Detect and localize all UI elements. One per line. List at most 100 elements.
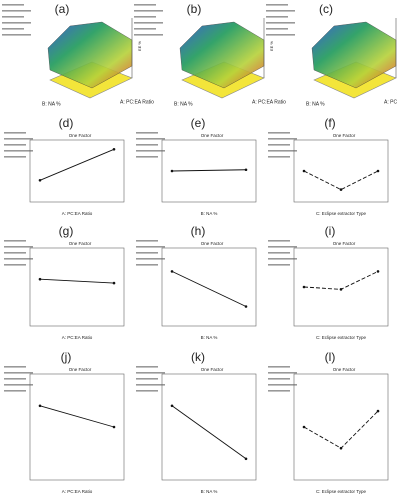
line — [171, 405, 247, 460]
legend-text — [134, 10, 163, 12]
legend-text — [268, 150, 297, 152]
legend-text — [136, 258, 165, 260]
legend-text — [268, 138, 297, 140]
legend-text — [268, 156, 290, 158]
point — [112, 281, 116, 285]
chart-title: One Factor — [333, 241, 356, 246]
point — [244, 168, 248, 172]
chart-title: One Factor — [201, 367, 224, 372]
point — [170, 169, 174, 173]
z-axis-label: EE % — [137, 41, 142, 51]
legend-text — [136, 132, 158, 134]
point — [38, 179, 42, 182]
chart-title: One Factor — [333, 367, 356, 372]
plot-frame — [161, 373, 257, 481]
line — [171, 270, 247, 307]
legend-text — [2, 34, 31, 36]
panel-label: (g) — [59, 224, 74, 238]
plot-frame — [161, 139, 257, 203]
legend-text — [4, 138, 33, 140]
point — [376, 409, 380, 413]
legend-text — [4, 156, 26, 158]
legend-text — [136, 252, 158, 254]
line — [39, 405, 115, 428]
plot-frame — [293, 373, 389, 481]
x-axis-label: A: PC:EA Ratio — [62, 489, 93, 494]
x-axis-label: A: PC:EA Ratio — [62, 335, 93, 340]
point — [112, 148, 116, 151]
legend-text — [4, 264, 26, 266]
legend-text — [4, 390, 26, 392]
y-axis-label: B: NA % — [306, 101, 325, 107]
legend-text — [268, 246, 297, 248]
legend-text — [134, 34, 163, 36]
legend-text — [4, 132, 26, 134]
x-axis-label: C: Eclipse extractor Type — [316, 335, 366, 340]
legend-text — [2, 4, 24, 6]
x-axis-label: A: PC:EA Ratio — [384, 99, 397, 105]
point — [302, 425, 306, 429]
x-axis-label: B: NA % — [201, 489, 218, 494]
y-axis-label: B: NA % — [174, 101, 193, 107]
x-axis-label: C: Eclipse extractor Type — [316, 211, 366, 216]
legend-text — [4, 366, 26, 368]
legend-text — [136, 144, 158, 146]
legend-text — [2, 10, 31, 12]
legend-text — [134, 28, 156, 30]
legend-text — [268, 132, 290, 134]
legend-text — [136, 384, 165, 386]
panel-label: (i) — [325, 224, 336, 238]
chart-title: One Factor — [69, 241, 92, 246]
x-axis-label: B: NA % — [201, 335, 218, 340]
point — [170, 270, 174, 273]
legend-text — [136, 378, 158, 380]
chart-title: One Factor — [69, 367, 92, 372]
legend-text — [136, 372, 165, 374]
legend-text — [266, 34, 295, 36]
legend-text — [4, 252, 26, 254]
panel-label: (k) — [191, 350, 205, 364]
legend-text — [134, 22, 163, 24]
panel-label: (l) — [325, 350, 336, 364]
legend-text — [266, 16, 288, 18]
point — [339, 188, 343, 191]
x-axis-label: C: Eclipse extractor Type — [316, 489, 366, 494]
legend-text — [268, 264, 290, 266]
panel-label: (e) — [191, 116, 206, 130]
legend-text — [268, 366, 290, 368]
legend-text — [268, 258, 297, 260]
legend-text — [4, 240, 26, 242]
panel-label: (f) — [324, 116, 335, 130]
point — [170, 404, 174, 408]
legend-text — [4, 246, 33, 248]
plot-frame — [161, 247, 257, 327]
plot-frame — [293, 247, 389, 327]
legend-text — [266, 4, 288, 6]
legend-text — [136, 390, 158, 392]
panel-label: (d) — [59, 116, 74, 130]
legend-text — [4, 258, 33, 260]
x-axis-label: A: PC:EA Ratio — [120, 99, 154, 105]
x-axis-label: B: NA % — [201, 211, 218, 216]
legend-text — [136, 240, 158, 242]
point — [302, 169, 306, 173]
panel-label: (h) — [191, 224, 206, 238]
chart-title: One Factor — [201, 241, 224, 246]
legend-text — [134, 4, 156, 6]
line — [171, 169, 247, 172]
legend-text — [4, 144, 26, 146]
line — [39, 148, 115, 181]
legend-text — [266, 22, 295, 24]
legend-text — [2, 22, 31, 24]
point — [376, 270, 380, 273]
point — [244, 457, 248, 461]
plot-frame — [29, 247, 125, 327]
point — [339, 446, 343, 450]
point — [244, 305, 248, 308]
plot-frame — [293, 139, 389, 203]
legend-text — [134, 16, 156, 18]
legend-text — [266, 28, 288, 30]
panel-label: (b) — [187, 2, 202, 16]
plot-frame — [29, 139, 125, 203]
